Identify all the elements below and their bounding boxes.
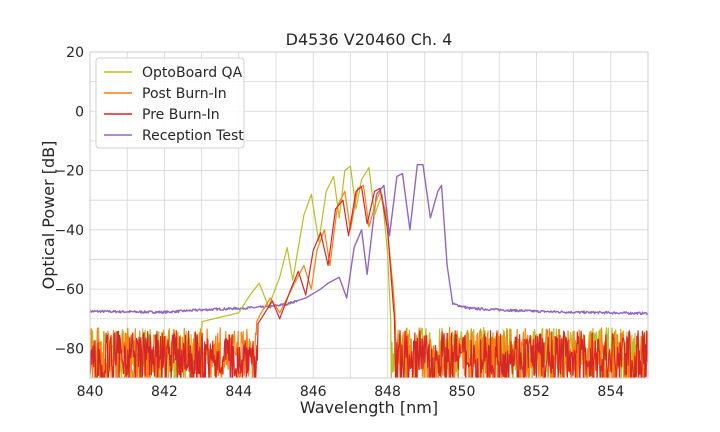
legend-box (95, 57, 245, 149)
plot-frame (89, 51, 649, 379)
legend-label: Reception Test (142, 128, 244, 144)
x-tick-label: 848 (374, 384, 401, 400)
y-tick-label: 0 (75, 104, 84, 120)
x-tick-label: 852 (523, 384, 550, 400)
y-tick-label: 20 (66, 45, 84, 61)
x-tick-label: 854 (597, 384, 624, 400)
x-tick-label: 844 (225, 384, 252, 400)
x-tick-labels: 840 842 844 846 848 850 852 854 (77, 384, 625, 400)
legend-label: OptoBoard QA (142, 65, 243, 81)
chart-title: D4536 V20460 Ch. 4 (286, 30, 453, 49)
grid (89, 51, 649, 379)
x-tick-label: 842 (151, 384, 178, 400)
y-tick-labels: 20 0 −20 −40 −60 −80 (54, 45, 84, 357)
x-tick-label: 850 (449, 384, 476, 400)
y-tick-label: −40 (54, 223, 84, 239)
x-axis-label: Wavelength [nm] (300, 398, 438, 417)
series-layer (90, 163, 648, 378)
legend: OptoBoard QA Post Burn-In Pre Burn-In Recep… (95, 57, 245, 149)
series-line-reception-test (90, 163, 648, 316)
series-line-pre-burn-in (90, 186, 648, 378)
legend-label: Post Burn-In (142, 86, 227, 102)
y-axis-label: Optical Power [dB] (39, 141, 58, 290)
x-tick-label: 846 (300, 384, 327, 400)
y-tick-label: −20 (54, 164, 84, 180)
y-tick-label: −80 (54, 341, 84, 357)
legend-label: Pre Burn-In (142, 107, 220, 123)
x-tick-label: 840 (77, 384, 104, 400)
y-tick-label: −60 (54, 282, 84, 298)
